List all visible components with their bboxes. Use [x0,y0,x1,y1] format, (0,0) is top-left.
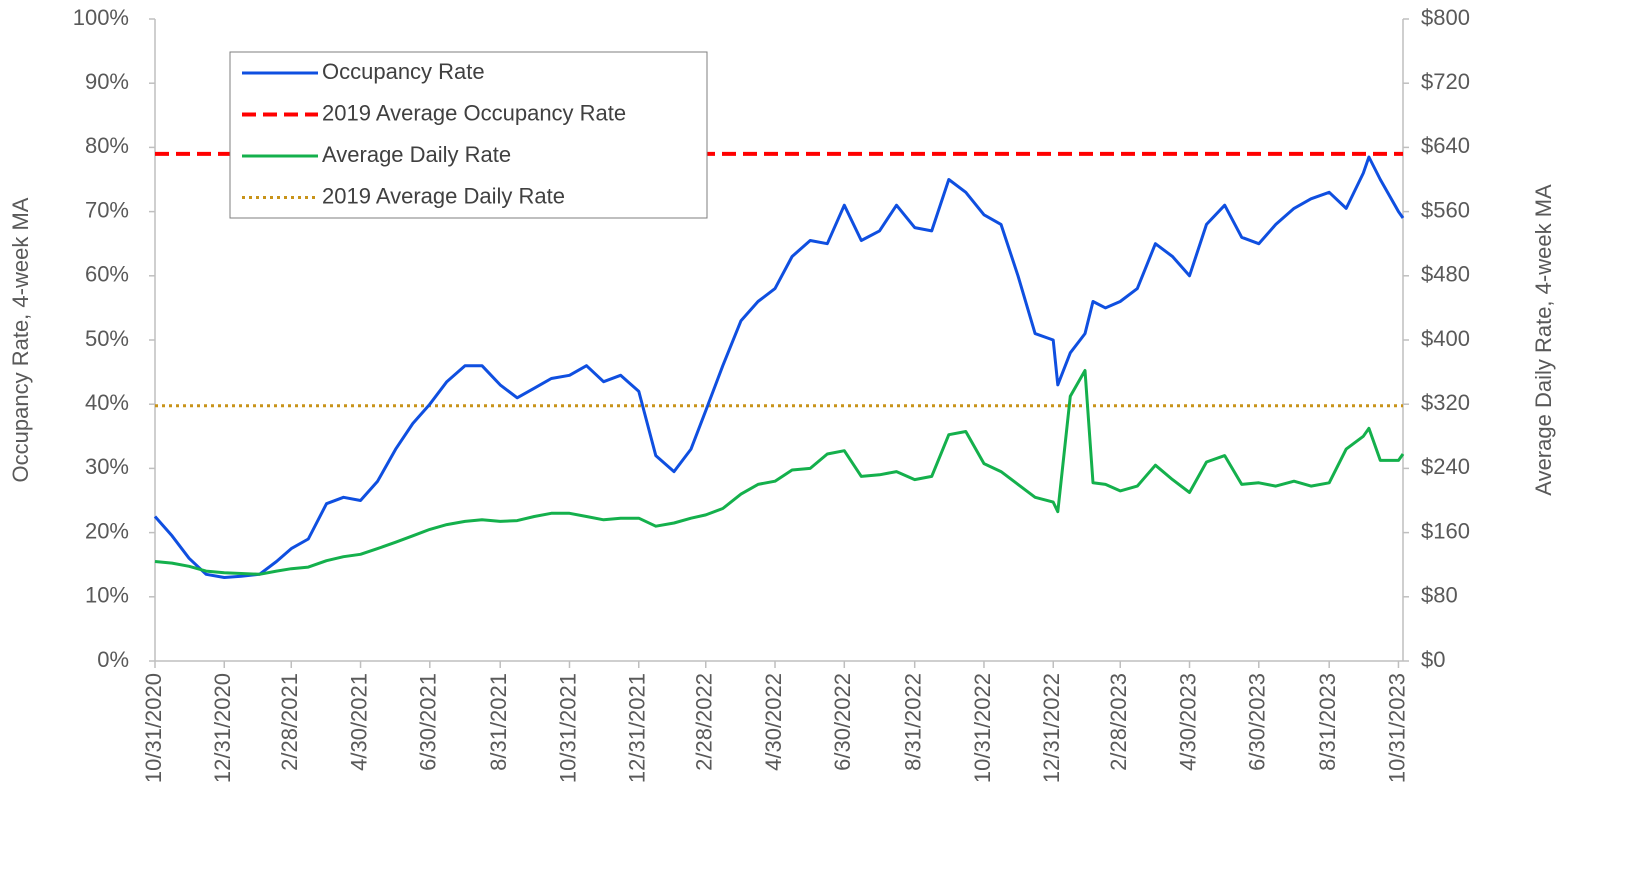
legend-label: Average Daily Rate [322,142,511,167]
y2-tick-label: $640 [1421,133,1470,158]
x-tick-label: 10/31/2021 [555,673,580,783]
x-tick-label: 2/28/2023 [1106,673,1131,771]
y-tick-label: 0% [97,647,129,672]
legend-label: 2019 Average Daily Rate [322,183,565,208]
x-tick-label: 2/28/2021 [277,673,302,771]
y2-tick-label: $400 [1421,326,1470,351]
x-tick-label: 10/31/2023 [1384,673,1409,783]
y-tick-label: 90% [85,69,129,94]
x-tick-label: 12/31/2022 [1039,673,1064,783]
data-line [153,155,1405,579]
y-axis-label: Occupancy Rate, 4-week MA [8,197,33,482]
x-tick-label: 8/31/2021 [486,673,511,771]
y-tick-label: 10% [85,583,129,608]
x-tick-label: 2/28/2022 [692,673,717,771]
y-tick-label: 70% [85,197,129,222]
y-tick-label: 50% [85,326,129,351]
y-tick-label: 20% [85,518,129,543]
y-tick-label: 80% [85,133,129,158]
y-tick-label: 30% [85,454,129,479]
y2-tick-label: $0 [1421,647,1445,672]
y2-tick-label: $240 [1421,454,1470,479]
y2-axis-label: Average Daily Rate, 4-week MA [1531,184,1556,496]
y2-tick-label: $560 [1421,197,1470,222]
y-tick-label: 100% [73,5,129,30]
y2-tick-label: $80 [1421,583,1458,608]
x-tick-label: 10/31/2020 [141,673,166,783]
y2-tick-label: $720 [1421,69,1470,94]
x-tick-label: 8/31/2022 [901,673,926,771]
y2-tick-label: $320 [1421,390,1470,415]
x-tick-label: 6/30/2022 [830,673,855,771]
y2-tick-label: $480 [1421,262,1470,287]
x-tick-label: 4/30/2022 [761,673,786,771]
x-tick-label: 6/30/2023 [1245,673,1270,771]
y-tick-label: 60% [85,262,129,287]
x-tick-label: 4/30/2023 [1175,673,1200,771]
x-tick-label: 8/31/2023 [1315,673,1340,771]
y2-tick-label: $160 [1421,518,1470,543]
legend-label: Occupancy Rate [322,59,485,84]
legend-box [229,51,708,219]
x-tick-label: 6/30/2021 [416,673,441,771]
legend-label: 2019 Average Occupancy Rate [322,100,626,125]
y-tick-label: 40% [85,390,129,415]
x-tick-label: 12/31/2020 [210,673,235,783]
y2-tick-label: $800 [1421,5,1470,30]
x-tick-label: 12/31/2021 [625,673,650,783]
data-line [154,369,1405,576]
x-tick-label: 10/31/2022 [970,673,995,783]
x-tick-label: 4/30/2021 [346,673,371,771]
